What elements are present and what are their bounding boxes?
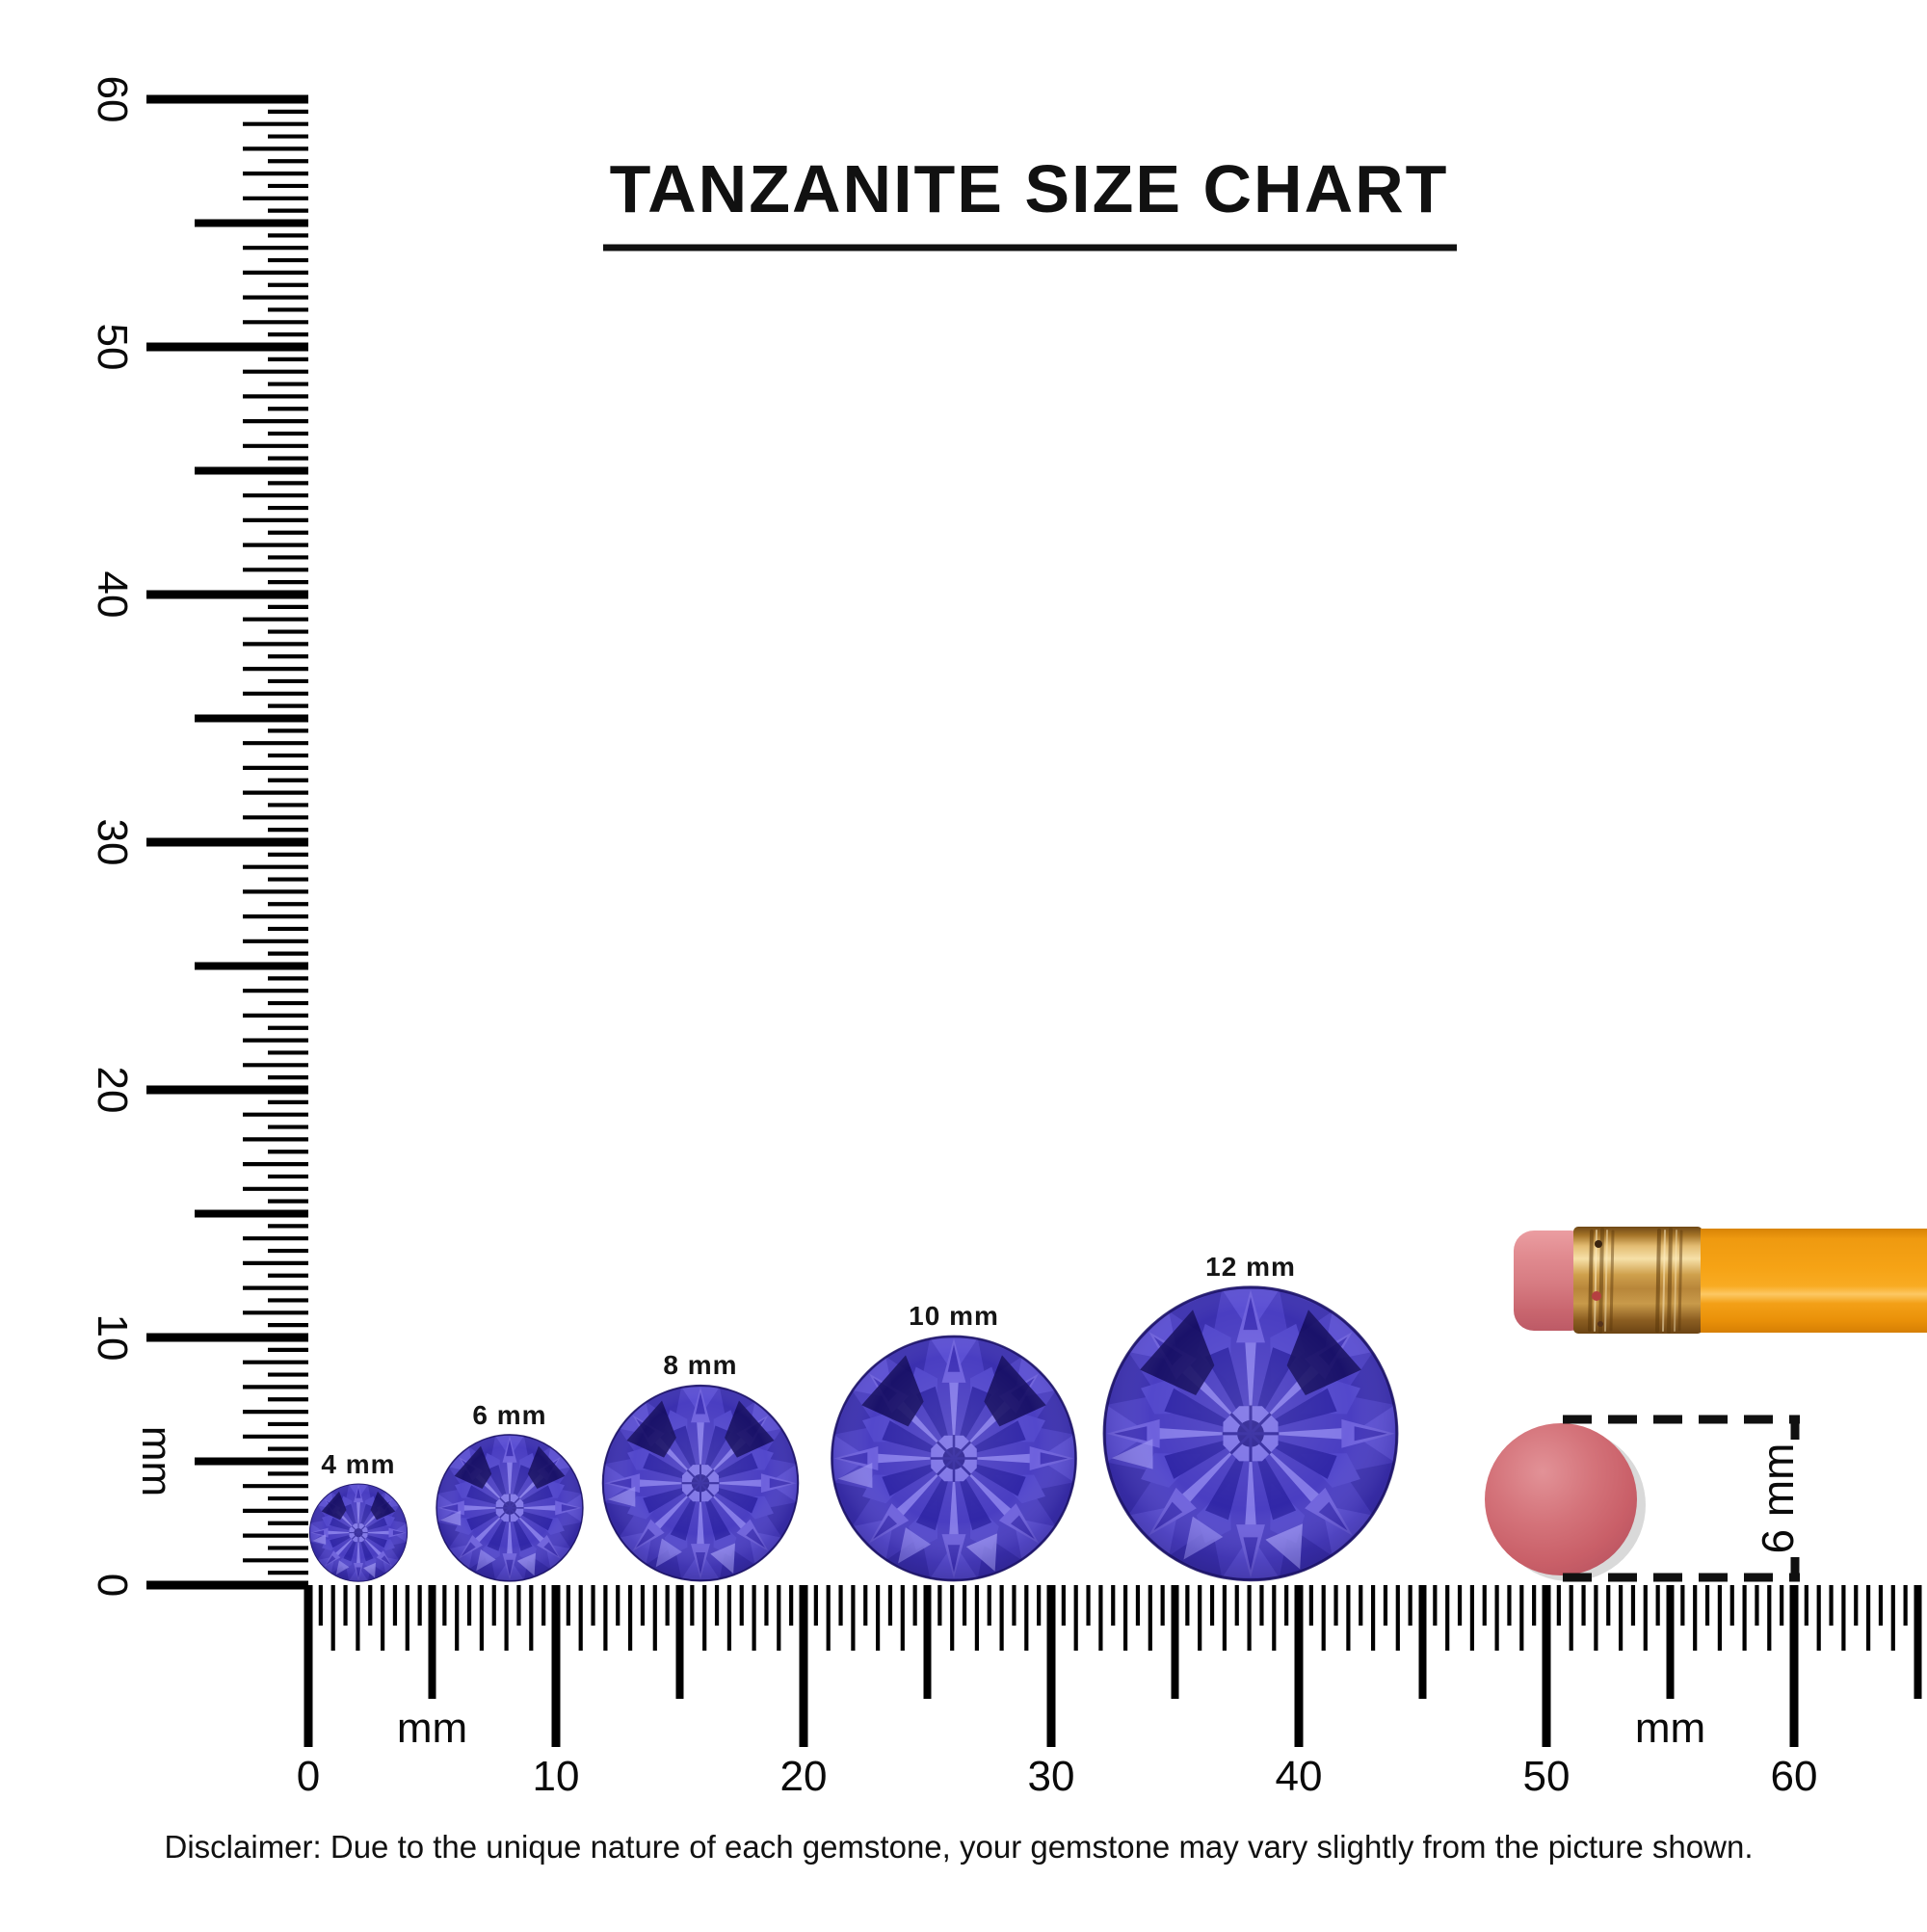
vertical-ruler-unit-label: mm <box>133 1426 180 1496</box>
vertical-ruler-number-10: 10 <box>89 1314 136 1362</box>
horizontal-ruler-unit-label: mm <box>1635 1705 1705 1752</box>
disclaimer-text: Disclaimer: Due to the unique nature of … <box>165 1829 1754 1865</box>
gem-label-6mm: 6 mm <box>472 1400 546 1430</box>
gem-image-4mm <box>308 1483 409 1582</box>
horizontal-ruler-number-0: 0 <box>297 1753 320 1800</box>
gem-image-8mm <box>601 1384 800 1582</box>
pencil <box>1514 1227 1927 1334</box>
ferrule-rivet-dot-top <box>1595 1240 1602 1248</box>
gem-6mm: 6 mm <box>435 1400 585 1583</box>
horizontal-ruler-number-40: 40 <box>1276 1753 1323 1800</box>
pencil-eraser-cap <box>1514 1231 1591 1331</box>
gem-image-12mm <box>1101 1284 1400 1583</box>
horizontal-ruler: 0 10 20 30 40 50 60 mm mm <box>297 1585 1922 1800</box>
page-title: TANZANITE SIZE CHART <box>610 151 1449 226</box>
gem-label-8mm: 8 mm <box>663 1350 737 1380</box>
gem-label-12mm: 12 mm <box>1205 1252 1296 1282</box>
gem-12mm: 12 mm <box>1101 1252 1400 1583</box>
horizontal-ruler-unit-label: mm <box>397 1705 467 1752</box>
gem-label-10mm: 10 mm <box>909 1301 999 1331</box>
gem-10mm: 10 mm <box>830 1301 1078 1582</box>
eraser-disc <box>1485 1423 1637 1575</box>
gem-image-10mm <box>830 1335 1078 1582</box>
gem-row: 4 mm 6 mm 8 mm 10 mm 12 mm <box>308 1252 1400 1583</box>
vertical-ruler-number-30: 30 <box>89 819 136 866</box>
horizontal-ruler-number-50: 50 <box>1523 1753 1571 1800</box>
vertical-ruler: 0 10 20 30 40 50 60 mm <box>89 76 308 1597</box>
vertical-ruler-number-60: 60 <box>89 76 136 123</box>
vertical-ruler-number-40: 40 <box>89 571 136 619</box>
pencil-body <box>1701 1229 1927 1333</box>
horizontal-ruler-number-20: 20 <box>780 1753 828 1800</box>
vertical-ruler-number-20: 20 <box>89 1067 136 1114</box>
eraser-disc-measure: 6 mm <box>1485 1415 1803 1582</box>
gem-label-4mm: 4 mm <box>321 1449 395 1479</box>
ferrule-crimp-rings <box>1588 1228 1683 1334</box>
vertical-ruler-number-50: 50 <box>89 324 136 371</box>
eraser-size-label: 6 mm <box>1753 1443 1803 1554</box>
gem-4mm: 4 mm <box>308 1449 409 1582</box>
ferrule-rivet-dot-bottom <box>1597 1321 1603 1327</box>
horizontal-ruler-number-60: 60 <box>1771 1753 1818 1800</box>
ferrule-rivet-dot-red <box>1592 1291 1601 1301</box>
horizontal-ruler-number-30: 30 <box>1028 1753 1075 1800</box>
horizontal-ruler-number-10: 10 <box>533 1753 580 1800</box>
gem-8mm: 8 mm <box>601 1350 800 1582</box>
vertical-ruler-number-0: 0 <box>89 1574 136 1597</box>
gem-image-6mm <box>435 1433 585 1583</box>
